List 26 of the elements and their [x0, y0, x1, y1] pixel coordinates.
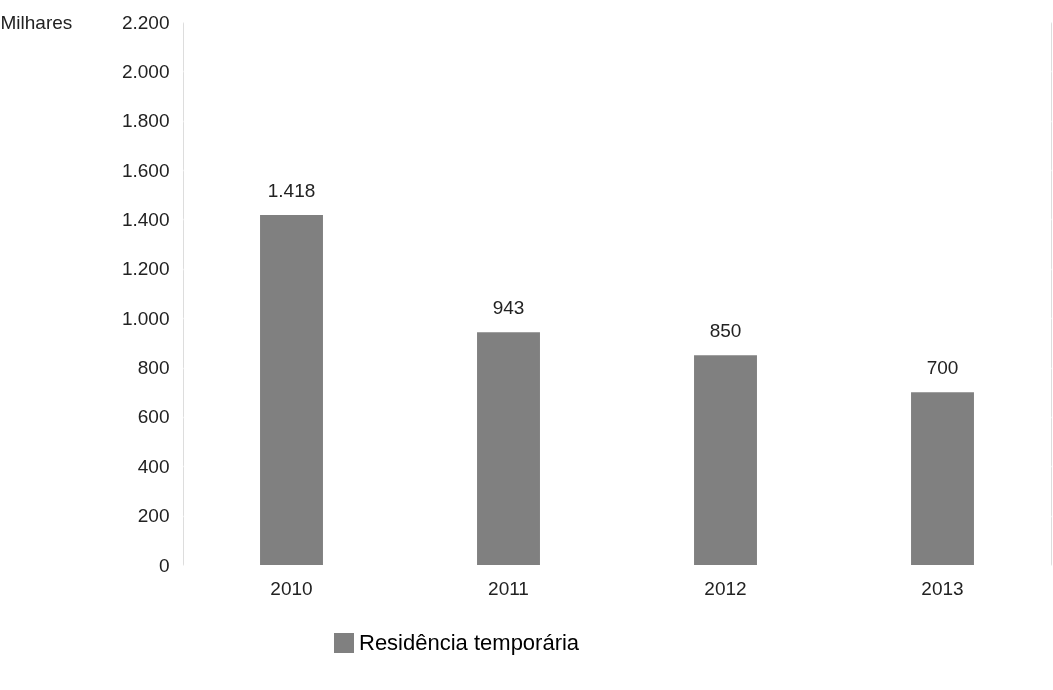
y-tick-label: 2.000	[121, 60, 170, 82]
bar	[260, 215, 323, 565]
y-tick-label: 800	[137, 357, 170, 379]
y-tick-label: 1.200	[121, 258, 170, 280]
y-tick-label: 0	[158, 554, 170, 576]
x-tick-label: 2010	[270, 577, 313, 599]
y-tick-label: 600	[137, 406, 170, 428]
y-tick-label: 400	[137, 455, 170, 477]
y-tick-label: 200	[137, 505, 170, 527]
y-tick-label: 1.600	[121, 159, 170, 181]
x-tick-label: 2012	[704, 577, 747, 599]
y-tick-label: 1.000	[121, 307, 170, 329]
data-label: 850	[709, 320, 742, 342]
bar	[911, 392, 974, 565]
bar	[477, 332, 540, 565]
data-label: 700	[926, 357, 959, 379]
x-tick-label: 2013	[921, 577, 964, 599]
x-tick-label: 2011	[488, 577, 529, 599]
y-axis-title: Milhares	[0, 11, 73, 33]
bar	[694, 355, 757, 565]
data-label: 943	[492, 297, 525, 319]
y-tick-label: 1.800	[121, 110, 170, 132]
legend-label: Residência temporária	[359, 630, 580, 655]
y-tick-label: 1.400	[121, 208, 170, 230]
data-label: 1.418	[267, 180, 316, 202]
y-tick-label: 2.200	[121, 11, 170, 33]
